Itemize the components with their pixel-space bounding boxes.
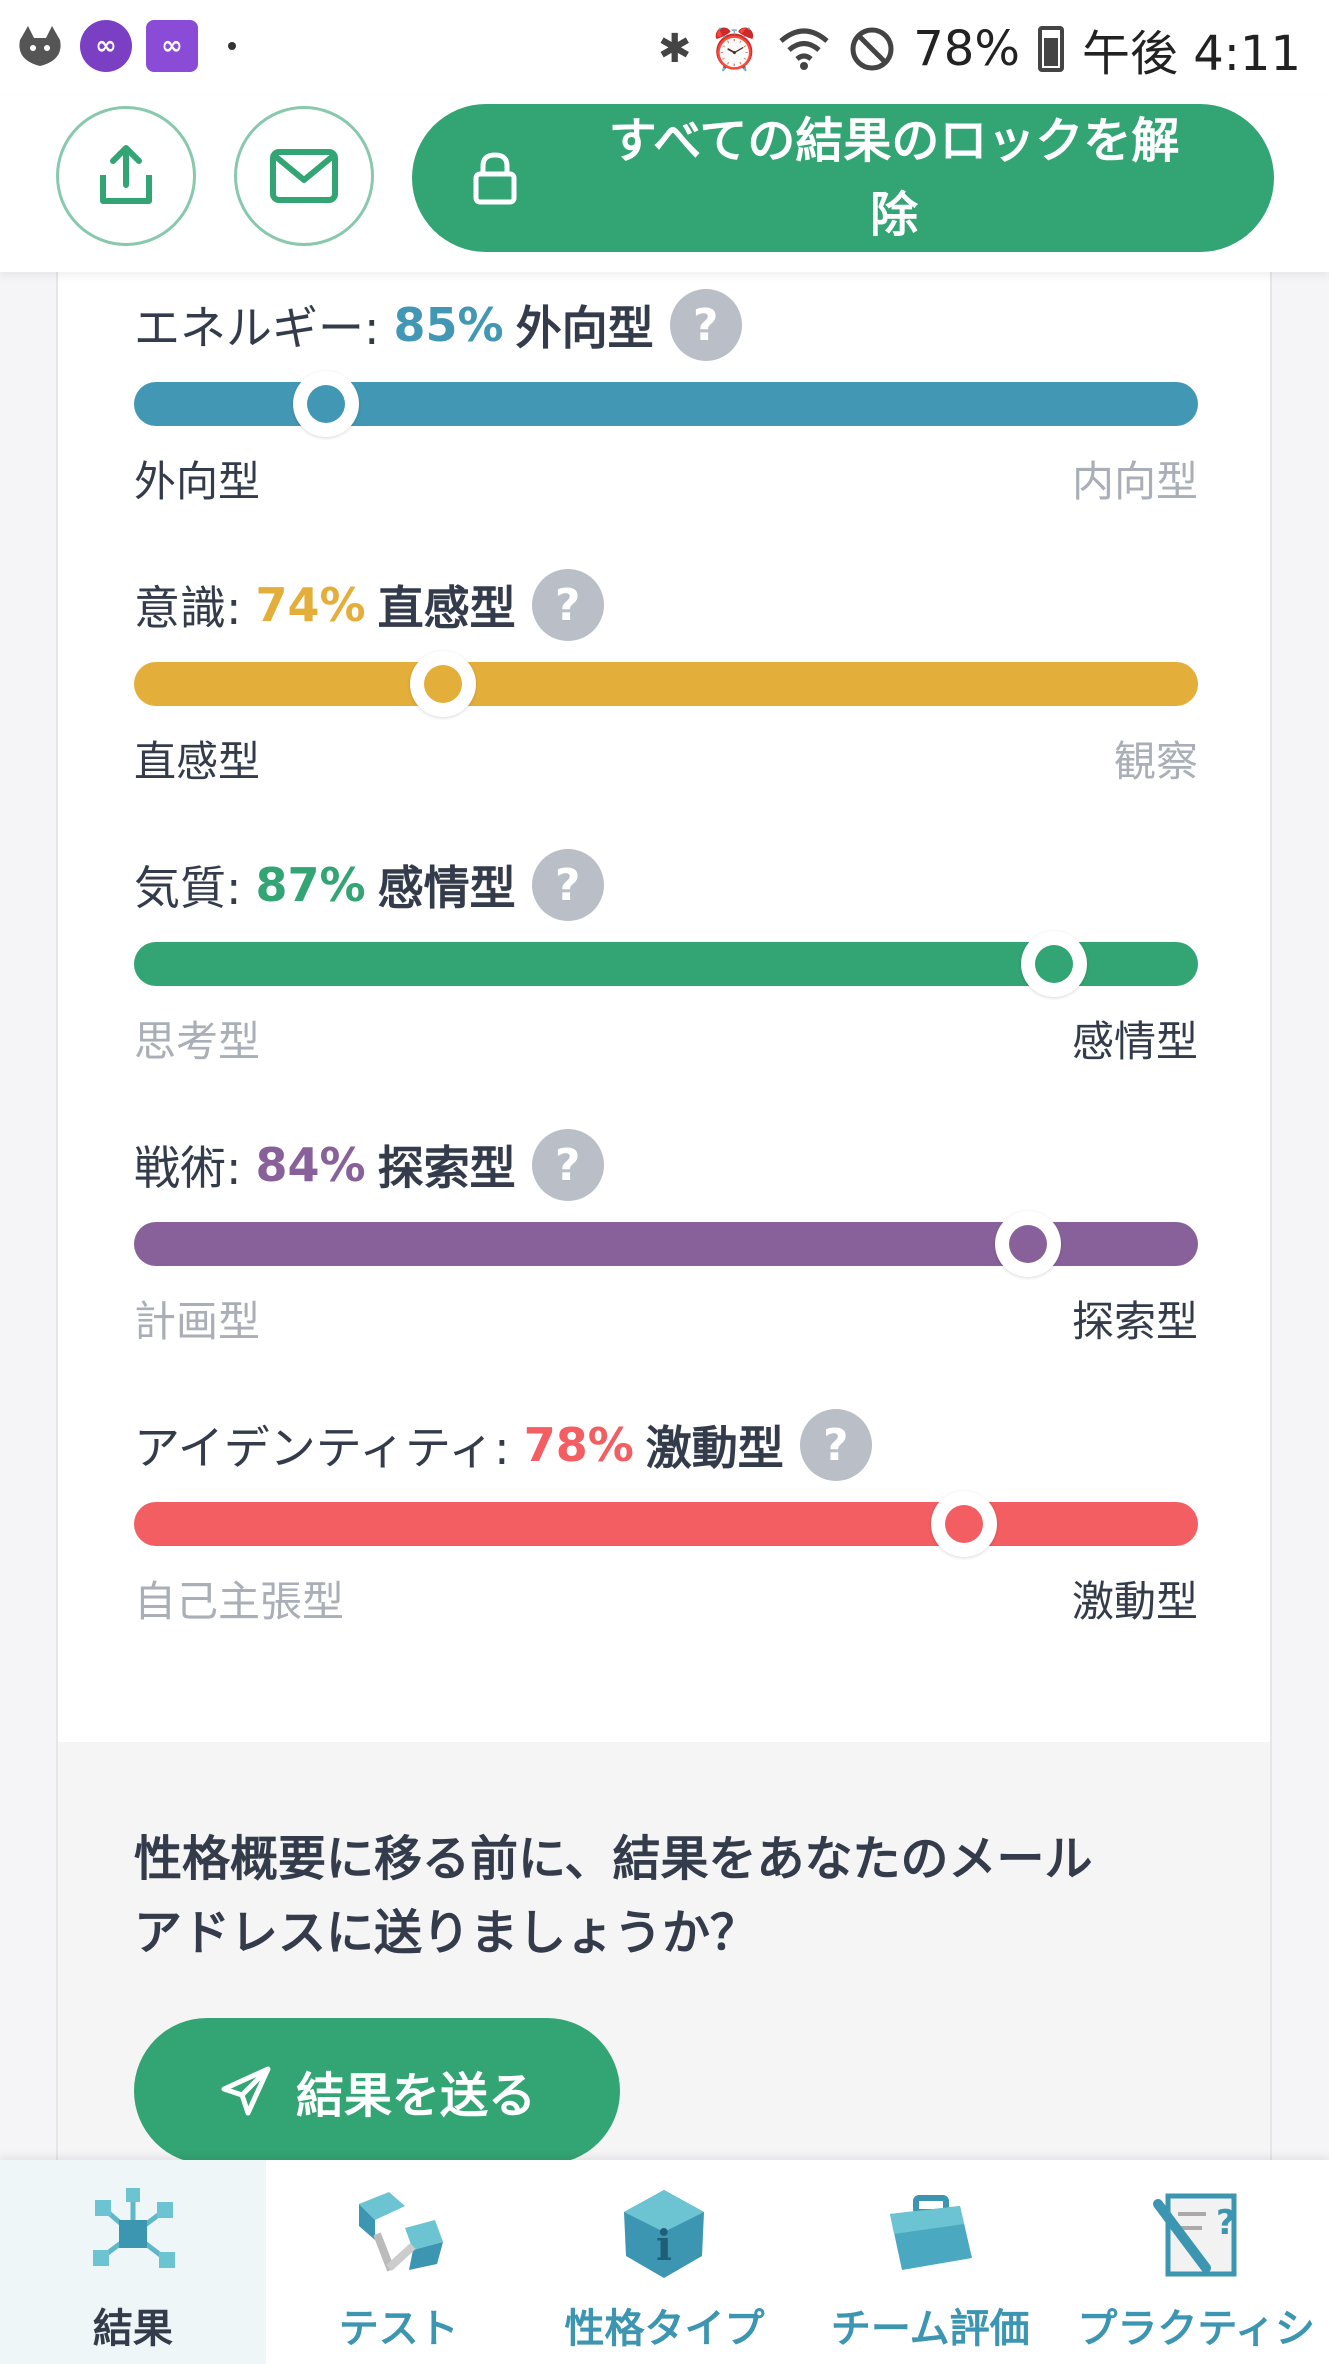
notification-dot — [228, 42, 236, 50]
trait-left-pole: 直感型 — [134, 737, 261, 786]
battery-icon — [1037, 26, 1064, 72]
trait-right-pole: 内向型 — [1071, 457, 1198, 506]
email-question-line1: 性格概要に移る前に、結果をあなたのメール — [134, 1831, 1093, 1887]
nav-results[interactable]: 結果 — [0, 2160, 266, 2364]
trait-title: 気質: 87% 感情型 ? — [134, 849, 604, 921]
send-results-label: 結果を送る — [295, 2068, 536, 2124]
app-cat-icon — [19, 26, 61, 66]
email-question-line2: アドレスに送りましょうか？ — [134, 1905, 759, 1961]
unlock-label: すべての結果のロックを解 除 — [574, 104, 1214, 252]
unlock-label-line2: 除 — [869, 187, 918, 243]
trait-type: 探索型 — [377, 1141, 516, 1195]
status-bar-left: ∞ ∞ — [14, 20, 236, 72]
test-cubes-icon — [358, 2192, 443, 2272]
send-results-button[interactable]: 結果を送る — [134, 2018, 620, 2164]
help-icon[interactable]: ? — [531, 849, 604, 921]
nav-team-assessment[interactable]: チーム評価 — [797, 2160, 1063, 2364]
action-header: すべての結果のロックを解 除 — [0, 96, 1329, 272]
trait-percent: 87% — [255, 858, 366, 912]
trait-left-pole: 思考型 — [134, 1017, 261, 1066]
trait-slider-knob — [930, 1491, 997, 1557]
nav-label: チーム評価 — [830, 2306, 1030, 2352]
trait-percent: 85% — [393, 298, 504, 352]
share-icon — [100, 145, 152, 204]
status-bar-right: ✱ ⏰ 78% 午後 4:11 — [658, 14, 1301, 84]
help-icon[interactable]: ? — [531, 569, 604, 641]
nav-test[interactable]: テスト — [266, 2160, 532, 2364]
team-briefcase-icon — [890, 2195, 973, 2270]
trait-title: エネルギー: 85% 外向型 ? — [134, 289, 742, 361]
nav-personality-types[interactable]: i 性格タイプ — [532, 2160, 798, 2364]
app-infinity-square-icon: ∞ — [146, 20, 198, 72]
results-molecule-icon — [92, 2188, 175, 2268]
trait-type: 直感型 — [377, 581, 516, 635]
paper-plane-icon — [221, 2066, 271, 2116]
trait-bar — [134, 371, 1198, 437]
results-card: エネルギー: 85% 外向型 ? 外向型 内向型 意識: 74% 直感型 ? 直… — [56, 272, 1272, 2364]
trait-slider-knob — [409, 651, 476, 717]
bottom-navigation: 結果 テスト i 性格タイプ チーム評価 — [0, 2160, 1329, 2364]
svg-text:?: ? — [1216, 2203, 1236, 2243]
lock-icon — [473, 152, 517, 205]
nav-practice[interactable]: ? プラクティシ — [1063, 2160, 1329, 2364]
trait-title: 意識: 74% 直感型 ? — [134, 569, 604, 641]
trait-label: 戦術: — [134, 1141, 242, 1195]
trait-bar — [134, 651, 1198, 717]
help-icon[interactable]: ? — [799, 1409, 872, 1481]
trait-slider-knob — [1021, 931, 1088, 997]
trait-bar — [134, 1211, 1198, 1277]
trait-right-pole: 観察 — [1113, 737, 1198, 786]
wifi-icon — [779, 28, 829, 70]
email-button[interactable] — [234, 106, 374, 246]
do-not-disturb-icon — [850, 27, 894, 71]
trait-bar — [134, 1491, 1198, 1557]
trait-slider-knob — [994, 1211, 1061, 1277]
alarm-icon: ⏰ — [709, 26, 760, 73]
trait-left-pole: 外向型 — [134, 457, 261, 506]
trait-title: アイデンティティ: 78% 激動型 ? — [134, 1409, 872, 1481]
svg-text:i: i — [657, 2221, 673, 2270]
nav-label: 結果 — [92, 2306, 173, 2352]
trait-right-pole: 感情型 — [1071, 1017, 1198, 1066]
personality-info-icon: i — [624, 2190, 705, 2278]
trait-type: 外向型 — [515, 301, 654, 355]
trait-slider-knob — [292, 371, 359, 437]
bluetooth-icon: ✱ — [657, 26, 692, 72]
mail-icon — [270, 149, 338, 203]
trait-percent: 78% — [523, 1418, 634, 1472]
nav-label: テスト — [338, 2306, 459, 2352]
nav-label: プラクティシ — [1077, 2306, 1315, 2352]
trait-type: 激動型 — [645, 1421, 784, 1475]
nav-label: 性格タイプ — [564, 2306, 765, 2352]
trait-label: 意識: — [134, 581, 242, 635]
trait-right-pole: 激動型 — [1071, 1577, 1198, 1626]
unlock-label-line1: すべての結果のロックを解 — [608, 113, 1180, 169]
practice-notebook-icon: ? — [1153, 2193, 1237, 2277]
unlock-all-results-button[interactable]: すべての結果のロックを解 除 — [412, 104, 1274, 252]
clock: 午後 4:11 — [1081, 26, 1301, 82]
trait-left-pole: 自己主張型 — [134, 1577, 345, 1626]
trait-right-pole: 探索型 — [1071, 1297, 1198, 1346]
trait-percent: 74% — [255, 578, 366, 632]
app-infinity-icon: ∞ — [80, 20, 132, 72]
trait-label: アイデンティティ: — [134, 1421, 510, 1475]
trait-bar — [134, 931, 1198, 997]
battery-percent: 78% — [913, 21, 1020, 77]
trait-label: 気質: — [134, 861, 242, 915]
trait-percent: 84% — [255, 1138, 366, 1192]
email-question: 性格概要に移る前に、結果をあなたのメール アドレスに送りましょうか？ — [134, 1822, 1194, 1970]
trait-type: 感情型 — [377, 861, 516, 915]
trait-title: 戦術: 84% 探索型 ? — [134, 1129, 604, 1201]
share-button[interactable] — [56, 106, 196, 246]
trait-label: エネルギー: — [134, 301, 380, 355]
help-icon[interactable]: ? — [669, 289, 742, 361]
status-bar: ∞ ∞ ✱ ⏰ 78% 午後 4:11 — [0, 0, 1329, 96]
help-icon[interactable]: ? — [531, 1129, 604, 1201]
trait-left-pole: 計画型 — [134, 1297, 261, 1346]
